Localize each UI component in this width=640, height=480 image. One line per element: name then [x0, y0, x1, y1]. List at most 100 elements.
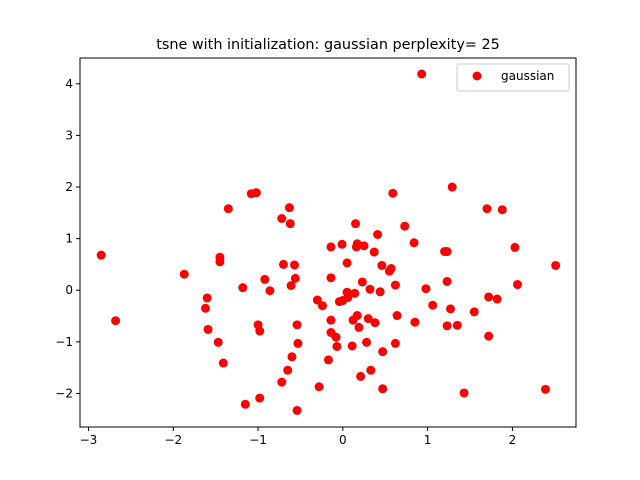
data-point — [392, 311, 402, 321]
data-point — [332, 341, 342, 351]
data-point — [350, 288, 360, 298]
y-tick-label: 2 — [65, 180, 73, 194]
data-point — [200, 303, 210, 313]
data-point — [369, 247, 379, 257]
data-point — [362, 337, 372, 347]
data-point — [378, 347, 388, 357]
data-point — [484, 292, 494, 302]
data-point — [255, 393, 265, 403]
data-point — [390, 280, 400, 290]
data-point — [213, 337, 223, 347]
data-point — [356, 371, 366, 381]
data-point — [347, 341, 357, 351]
data-point — [238, 283, 248, 293]
y-tick-label: 1 — [65, 232, 73, 246]
data-point — [284, 203, 294, 213]
data-point — [337, 239, 347, 249]
legend-marker — [472, 71, 482, 81]
data-point — [96, 250, 106, 260]
data-point — [452, 320, 462, 330]
data-point — [331, 332, 341, 342]
data-point — [410, 317, 420, 327]
data-point — [386, 264, 396, 274]
data-point — [446, 304, 456, 314]
data-point — [343, 292, 353, 302]
data-point — [240, 399, 250, 409]
data-point — [277, 214, 287, 223]
data-point — [286, 281, 296, 291]
data-point — [223, 204, 233, 214]
data-points — [96, 69, 561, 415]
data-point — [510, 242, 520, 252]
y-tick-label: −2 — [55, 386, 73, 400]
y-tick-label: 0 — [65, 283, 73, 297]
data-point — [359, 241, 369, 251]
data-point — [292, 320, 302, 330]
data-point — [314, 382, 324, 392]
data-point — [442, 276, 452, 286]
data-point — [421, 284, 431, 294]
data-point — [326, 242, 336, 252]
data-point — [215, 257, 225, 267]
data-point — [351, 219, 361, 229]
data-point — [218, 358, 228, 368]
data-point — [179, 269, 189, 279]
y-tick-label: 4 — [65, 77, 73, 91]
data-point — [277, 377, 287, 387]
data-point — [290, 273, 300, 283]
x-tick-label: 2 — [509, 433, 517, 447]
legend: gaussian — [456, 63, 570, 92]
data-point — [551, 260, 561, 270]
data-point — [375, 287, 385, 297]
data-point — [373, 230, 383, 239]
plot-frame — [79, 57, 577, 428]
y-tick-label: 3 — [65, 128, 73, 142]
data-point — [365, 284, 375, 294]
data-point — [323, 355, 333, 365]
data-point — [342, 258, 352, 268]
data-point — [260, 274, 270, 284]
data-point — [290, 260, 300, 270]
data-point — [484, 331, 494, 341]
legend-box — [456, 63, 570, 92]
data-point — [400, 221, 410, 231]
legend-label-gaussian: gaussian — [501, 69, 554, 83]
data-point — [492, 294, 502, 304]
data-point — [378, 384, 388, 394]
data-point — [409, 238, 419, 248]
data-point — [388, 188, 398, 198]
data-point — [326, 315, 336, 325]
data-point — [469, 307, 479, 317]
chart-title: tsne with initialization: gaussian perpl… — [156, 37, 500, 53]
data-point — [428, 300, 438, 310]
data-point — [251, 188, 261, 198]
data-point — [390, 338, 400, 348]
data-point — [317, 301, 327, 311]
data-point — [265, 286, 275, 296]
data-point — [203, 324, 213, 334]
data-point — [377, 260, 387, 270]
data-point — [513, 280, 522, 290]
data-point — [442, 321, 452, 331]
x-axis: −3 −2 −1 0 1 2 — [80, 427, 517, 447]
x-tick-label: −3 — [80, 433, 98, 447]
data-point — [482, 204, 492, 214]
data-point — [447, 182, 457, 192]
data-point — [357, 277, 367, 287]
data-point — [442, 247, 452, 257]
x-tick-label: −2 — [164, 433, 182, 447]
data-point — [293, 338, 303, 348]
x-tick-label: 1 — [424, 433, 432, 447]
data-point — [326, 273, 336, 283]
data-point — [370, 318, 380, 328]
data-point — [417, 69, 427, 79]
data-point — [111, 316, 121, 326]
data-point — [287, 352, 297, 362]
data-point — [497, 205, 507, 215]
data-point — [366, 365, 376, 375]
x-tick-label: 0 — [339, 433, 347, 447]
data-point — [354, 322, 364, 332]
data-point — [292, 405, 302, 415]
data-point — [255, 326, 265, 336]
